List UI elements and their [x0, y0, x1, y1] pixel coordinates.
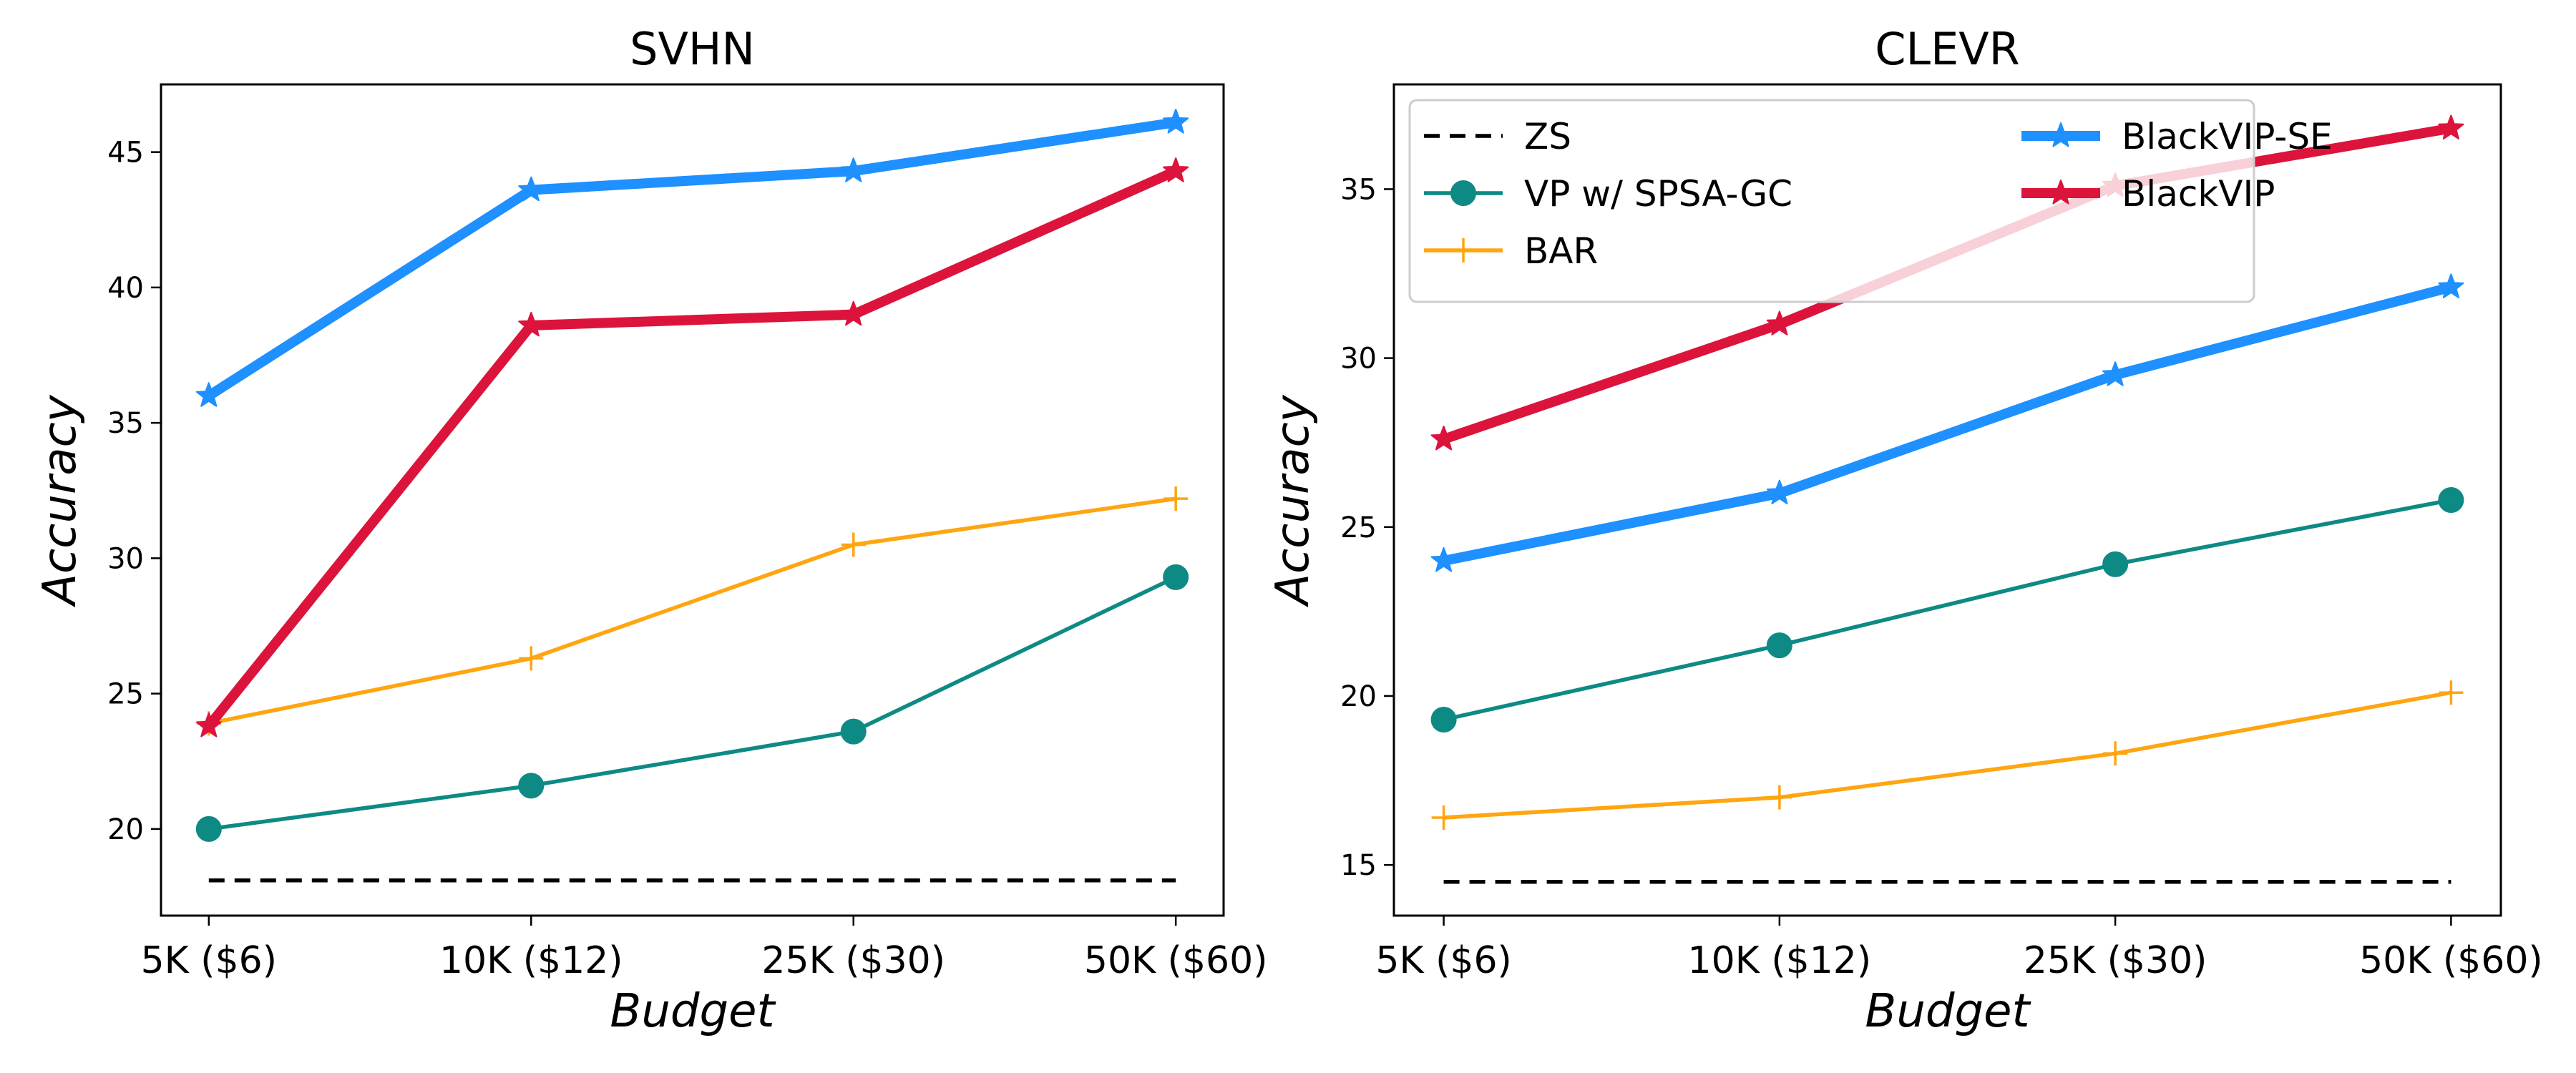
clevr-y-tick-label: 15 [1340, 849, 1377, 882]
svhn-title: SVHN [630, 23, 755, 75]
svhn-x-tick-label: 50K ($60) [1084, 939, 1268, 982]
clevr-vp-w-spsa-gc-point [1430, 707, 1457, 733]
clevr-blackvip-point [1766, 310, 1792, 335]
clevr-y-axis-label: Accuracy [1267, 394, 1319, 607]
svhn-y-tick-label: 35 [107, 407, 144, 440]
svhn-panel: SVHN 20 25 30 35 40 45 5K ($6) 10K ($12) 25K ($30… [34, 23, 1267, 1038]
svhn-blackvip-se-line [203, 117, 1181, 401]
clevr-series-blackvip-se [1430, 273, 2464, 572]
clevr-panel: CLEVR 15 20 25 30 35 5K ($6) 10K ($12) 25K ($30)… [1267, 23, 2543, 1038]
legend-marker-blackvip [2047, 180, 2074, 205]
svhn-blackvip-se-point [1163, 109, 1189, 134]
svhn-blackvip-se-point [840, 157, 867, 182]
clevr-blackvip-point [2438, 114, 2464, 139]
svhn-series-vp-w-spsa-gc [195, 564, 1189, 842]
svhn-bar-point [1163, 486, 1189, 511]
legend-label-bar: BAR [1524, 230, 1598, 272]
clevr-series-vp-w-spsa-gc [1430, 487, 2464, 733]
clevr-y-tick-label: 20 [1340, 680, 1377, 713]
svhn-blackvip-point [840, 300, 867, 326]
svhn-blackvip-se-point [195, 382, 222, 407]
svhn-bar-point [519, 646, 544, 671]
svhn-blackvip-line [203, 166, 1181, 731]
clevr-vp-w-spsa-gc-point [2438, 487, 2464, 513]
svhn-y-tick-label: 45 [107, 137, 144, 170]
clevr-blackvip-se-point [1766, 479, 1792, 505]
svhn-bar-line [207, 496, 1178, 726]
svhn-vp-w-spsa-gc-point [840, 718, 867, 745]
clevr-x-axis-label: Budget [1865, 985, 2031, 1038]
clevr-x-tick-label: 25K ($30) [2024, 939, 2207, 982]
clevr-series-bar [1431, 680, 2464, 831]
svhn-blackvip-point [518, 311, 545, 337]
clevr-bar-line [1441, 690, 2454, 820]
clevr-vp-w-spsa-gc-point [1766, 632, 1792, 659]
svhn-blackvip-se-point [518, 176, 545, 202]
svhn-blackvip-point [195, 712, 222, 738]
clevr-x-tick-label: 10K ($12) [1688, 939, 1872, 982]
clevr-title: CLEVR [1875, 23, 2020, 75]
clevr-bar-point [1767, 785, 1792, 810]
svhn-vp-w-spsa-gc-point [195, 815, 222, 842]
legend-marker-bar [1451, 238, 1475, 263]
svhn-plot-frame [160, 83, 1225, 917]
legend-marker-blackvip-se [2047, 122, 2074, 147]
clevr-vp-w-spsa-gc-line [1441, 498, 2454, 722]
clevr-x-tick-label: 50K ($60) [2359, 939, 2543, 982]
svhn-x-tick-label: 5K ($6) [141, 939, 277, 982]
svhn-blackvip-point [1163, 157, 1189, 182]
clevr-blackvip-se-point [1430, 547, 1457, 572]
svhn-vp-w-spsa-gc-point [518, 773, 545, 799]
clevr-vp-w-spsa-gc-point [2102, 551, 2129, 577]
legend-label-zs: ZS [1524, 116, 1571, 157]
clevr-blackvip-se-point [2438, 273, 2464, 298]
svhn-series-blackvip [195, 157, 1189, 738]
clevr-blackvip-point [1430, 426, 1457, 451]
svhn-y-tick-label: 20 [107, 813, 144, 846]
svhn-vp-w-spsa-gc-line [207, 575, 1178, 831]
clevr-bar-point [1431, 805, 1456, 831]
svhn-x-tick-label: 25K ($30) [761, 939, 945, 982]
svhn-x-tick-label: 10K ($12) [439, 939, 623, 982]
legend-label-blackvip-se: BlackVIP-SE [2122, 116, 2333, 157]
svhn-y-tick-label: 30 [107, 542, 144, 575]
legend-label-blackvip: BlackVIP [2122, 173, 2275, 215]
svhn-bar-point [841, 532, 866, 557]
svhn-series-bar [196, 486, 1189, 736]
legend-label-vp-w-spsa-gc: VP w/ SPSA-GC [1524, 173, 1792, 215]
legend-box [1408, 99, 2255, 303]
svhn-y-tick-label: 25 [107, 678, 144, 711]
clevr-blackvip-se-point [2102, 361, 2129, 386]
clevr-plot-frame [1392, 83, 2502, 917]
clevr-bar-point [2103, 741, 2128, 766]
clevr-y-tick-label: 25 [1340, 511, 1377, 544]
svhn-y-axis-label: Accuracy [34, 394, 87, 607]
svhn-y-tick-label: 40 [107, 272, 144, 305]
clevr-y-tick-label: 30 [1340, 343, 1377, 376]
legend-marker-vp-w-spsa-gc [1450, 180, 1476, 206]
clevr-blackvip-se-line [1438, 282, 2457, 566]
svhn-x-axis-label: Budget [610, 985, 776, 1038]
svhn-series-blackvip-se [195, 109, 1189, 407]
clevr-bar-point [2439, 680, 2464, 705]
clevr-x-tick-label: 5K ($6) [1375, 939, 1511, 982]
clevr-legend: ZS VP w/ SPSA-GC BAR BlackVIP-SE BlackVIP [1408, 99, 2333, 303]
svhn-vp-w-spsa-gc-point [1163, 564, 1189, 590]
clevr-y-tick-label: 35 [1340, 173, 1377, 206]
